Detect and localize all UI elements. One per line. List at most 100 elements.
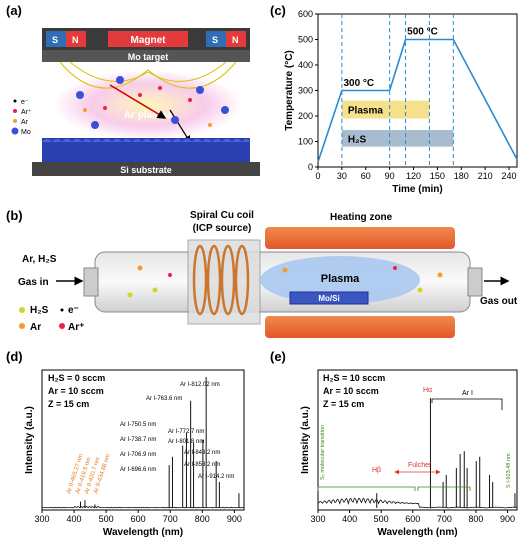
xtick-label-4: 120 [406, 171, 421, 181]
legend-a-arplus: Ar⁺ [21, 109, 32, 116]
xtick-label-5: 150 [430, 171, 445, 181]
xtick-label-1: 400 [342, 514, 357, 524]
mo-si-sample [289, 291, 369, 305]
s2-bracket [317, 486, 416, 491]
x-axis-title: Wavelength (nm) [103, 527, 183, 538]
pole-n-right [226, 31, 246, 47]
peak-label-853: Ar I-853.2 nm [184, 462, 220, 468]
cu-coil [192, 244, 250, 316]
legend-a: e⁻ Ar⁺ Ar Mo [11, 99, 32, 136]
cond-e-h2s: H₂S = 10 sccm [323, 373, 385, 383]
panel-e-label: (e) [270, 349, 286, 364]
s2-bracket-2 [417, 486, 471, 491]
spectrum-e: 300 400 500 600 700 800 900 Wavelength (nm) Inte… [300, 369, 518, 538]
panel-c: (c) Plasma H₂S 0 30 60 90 120 150 180 210 240 0 100 2… [270, 3, 518, 195]
ion-arrow [109, 84, 167, 119]
black-peak-labels: Ar I-812.02 nm Ar I-763.6 nm Ar I-750.5 … [120, 382, 234, 480]
peak-label-801: Ar I-801.8 nm [168, 439, 204, 445]
coil-sub-label: (ICP source) [193, 223, 252, 234]
xtick-label-5: 800 [195, 514, 210, 524]
heater-bottom [265, 316, 455, 338]
xtick-label-5: 800 [468, 514, 483, 524]
hbeta-label: Hβ [372, 467, 381, 474]
cond-d-ar: Ar = 10 sccm [48, 386, 104, 396]
particles-b [127, 265, 443, 298]
pole-n-label: N [72, 35, 79, 45]
xtick-label-6: 900 [500, 514, 515, 524]
ytick-label-4: 400 [298, 60, 313, 70]
xtick-label-3: 600 [405, 514, 420, 524]
xtick-label-0: 0 [315, 171, 320, 181]
field-line [59, 61, 237, 89]
legend-b-ar: Ar [30, 322, 41, 333]
x-axis-title: Time (min) [392, 184, 442, 195]
peak-label-843: Ar I-843.2 nm [184, 450, 220, 456]
plasma-glow [53, 70, 243, 140]
xtick-label-1: 30 [337, 171, 347, 181]
xtick-label-0: 300 [310, 514, 325, 524]
gas-out-label: Gas out [480, 296, 518, 307]
field-line-2 [69, 61, 227, 82]
outlet-port [467, 267, 483, 297]
ytick-label-2: 200 [298, 111, 313, 121]
xtick-label-2: 500 [374, 514, 389, 524]
pole-n-left [66, 31, 86, 47]
inlet-port [83, 267, 99, 297]
cond-e-ar: Ar = 10 sccm [323, 386, 379, 396]
cond-d-h2s: H₂S = 0 sccm [48, 373, 105, 383]
peak-label-914: Ar I-914.2 nm [198, 474, 234, 480]
mo-target [42, 50, 250, 62]
gas-in-label-2: Gas in [18, 277, 49, 288]
panel-d-label: (d) [6, 349, 23, 364]
mo-arrow [169, 109, 191, 144]
ytick-label-1: 100 [298, 137, 313, 147]
heating-label: Heating zone [330, 212, 393, 223]
xtick-label-2: 500 [99, 514, 114, 524]
particles-a [76, 76, 229, 129]
panel-b-label: (b) [6, 208, 23, 223]
spectrum-d: 300 400 500 600 700 800 900 Wavelength (nm) Inte… [24, 369, 245, 538]
mo-layer [42, 138, 250, 162]
ytick-label-6: 600 [298, 9, 313, 19]
band-0 [341, 100, 430, 119]
panel-a-label: (a) [6, 3, 22, 18]
xtick-label-1: 400 [67, 514, 82, 524]
peak-label-772: Ar I-772.7 nm [168, 429, 204, 435]
temperature-chart: Plasma H₂S 0 30 60 90 120 150 180 210 240 0 100 200 30… [284, 9, 518, 195]
y-axis-title: Temperature (°C) [284, 50, 295, 131]
plot-frame [317, 369, 518, 511]
si-substrate [32, 162, 260, 176]
legend-b: H₂S e⁻ Ar Ar⁺ [19, 305, 84, 333]
temperature-line [317, 38, 518, 163]
t500-label: 500 °C [407, 26, 438, 37]
cond-d-z: Z = 15 cm [48, 399, 89, 409]
band-label-0: Plasma [348, 106, 383, 117]
band-1 [341, 130, 454, 147]
y-axis-title: Intensity (a.u.) [24, 406, 35, 474]
legend-a-e: e⁻ [21, 99, 29, 106]
peak-label-763: Ar I-763.6 nm [146, 396, 182, 402]
ytick-label-0: 0 [308, 162, 313, 172]
pole-s-label-2: S [212, 35, 218, 45]
spectrum-baseline [41, 506, 245, 509]
pole-s-right [206, 31, 226, 47]
xtick-label-8: 240 [502, 171, 517, 181]
gas-in-label-1: Ar, H₂S [22, 254, 57, 265]
pole-s-label: S [52, 35, 58, 45]
legend-a-ar: Ar [21, 119, 29, 126]
peak-label-696: Ar I-696.6 nm [120, 467, 156, 473]
substrate-label: Si substrate [120, 165, 172, 175]
spectrum-baseline [317, 497, 518, 509]
panel-d: (d) 300 400 500 600 700 800 900 Wavelength (nm)… [6, 349, 245, 538]
ari-label: Ar I [462, 390, 473, 397]
legend-a-mo: Mo [21, 129, 31, 136]
legend-b-e: e⁻ [68, 305, 79, 316]
plasma-label: Ar plasma [124, 110, 173, 121]
legend-b-arplus: Ar⁺ [68, 322, 84, 333]
legend-b-h2s: H₂S [30, 305, 49, 316]
xtick-label-6: 900 [227, 514, 242, 524]
peak-label-706: Ar I-706.9 nm [120, 452, 156, 458]
panel-b: (b) Heating zone Spiral Cu coil (ICP sou… [6, 208, 518, 338]
xtick-label-0: 300 [34, 514, 49, 524]
